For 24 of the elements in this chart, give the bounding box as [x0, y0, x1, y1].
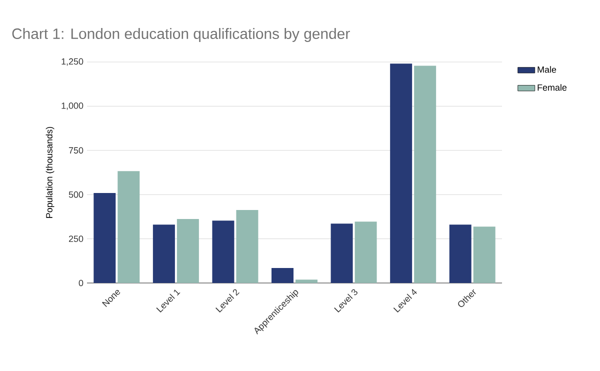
- chart-title: Chart 1: London education qualifications by gender: [12, 28, 350, 42]
- bar: [272, 268, 294, 283]
- bar: [94, 193, 116, 283]
- bar: [390, 64, 412, 283]
- bar: [176, 218, 199, 283]
- legend-label: Female: [538, 84, 567, 91]
- y-tick-label: 500: [68, 191, 84, 198]
- bar: [152, 224, 175, 283]
- y-tick-label: 1,250: [62, 58, 84, 66]
- y-tick-label: 750: [68, 147, 84, 154]
- y-axis-title: Population (thousands): [46, 126, 54, 218]
- bar: [414, 66, 436, 283]
- y-tick-label: 250: [68, 236, 84, 242]
- bar: [473, 226, 496, 283]
- bar: [118, 171, 140, 283]
- bar: [212, 220, 234, 283]
- bar: [296, 280, 318, 283]
- bar: [449, 224, 472, 283]
- legend-label: Male: [538, 66, 556, 73]
- bar: [330, 224, 353, 283]
- y-tick-label: 1,000: [62, 102, 84, 110]
- bar: [354, 222, 377, 283]
- bar: [236, 210, 258, 283]
- y-tick-label: 0: [78, 280, 84, 286]
